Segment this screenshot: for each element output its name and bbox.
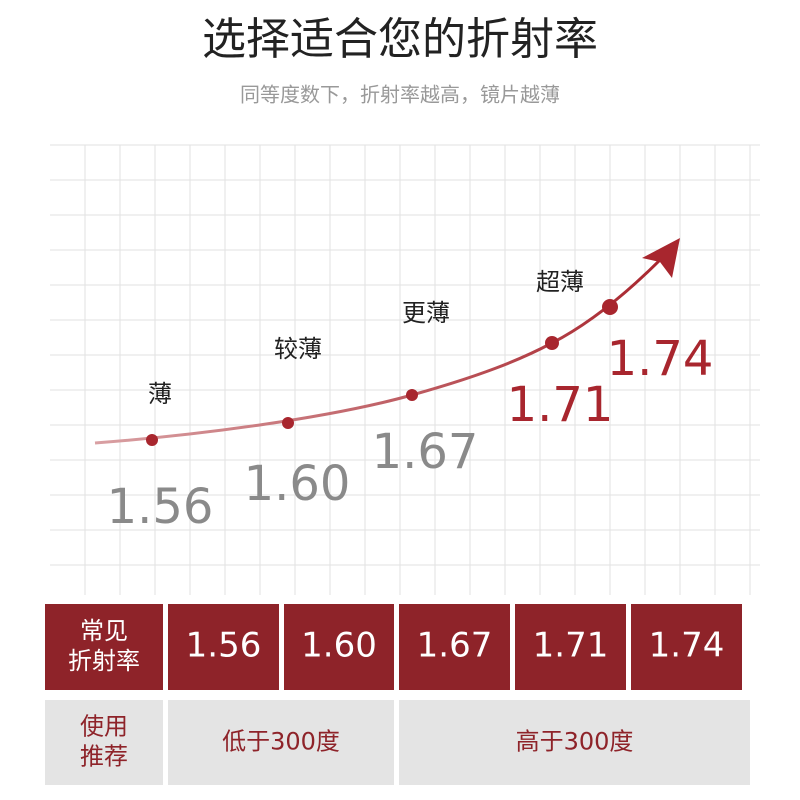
row-header-cell (45, 700, 163, 785)
point (406, 389, 418, 401)
points: 薄 1.56 较薄 1.60 更薄 1.67 超薄 1.711.74 (107, 268, 714, 535)
arrow-head (642, 238, 680, 278)
row-header: 推荐 (80, 743, 128, 771)
point (146, 434, 158, 446)
cell (399, 700, 750, 785)
cell-text: 1.71 (533, 626, 609, 666)
point-label: 较薄 (274, 335, 322, 363)
cell-text: 1.67 (417, 626, 493, 666)
point-label: 薄 (148, 380, 172, 408)
row-header: 使用 (80, 713, 128, 741)
cell (168, 700, 394, 785)
point-index: 1.74 (607, 331, 714, 387)
cell (284, 604, 394, 690)
row-header: 折射率 (68, 647, 140, 675)
cell-text: 1.74 (649, 626, 725, 666)
point (602, 299, 618, 315)
point-index: 1.71 (507, 377, 614, 433)
point-label: 超薄 (536, 268, 584, 296)
point-index: 1.67 (372, 424, 479, 480)
point-index: 1.60 (244, 456, 351, 512)
subtitle: 同等度数下，折射率越高，镜片越薄 (240, 83, 560, 107)
row-header: 常见 (80, 617, 128, 645)
cell (399, 604, 510, 690)
cell-text: 低于300度 (222, 728, 340, 756)
cell (168, 604, 279, 690)
cell-text: 高于300度 (516, 728, 634, 756)
point (282, 417, 294, 429)
point (545, 336, 559, 350)
point-label: 更薄 (402, 299, 450, 327)
row-header-cell (45, 604, 163, 690)
grid (50, 144, 760, 595)
curve (94, 256, 664, 445)
cell-text: 1.56 (186, 626, 262, 666)
point-index: 1.56 (107, 479, 214, 535)
cell-text: 1.60 (301, 626, 377, 666)
title: 选择适合您的折射率 (202, 14, 598, 65)
cell (515, 604, 626, 690)
cell (631, 604, 742, 690)
